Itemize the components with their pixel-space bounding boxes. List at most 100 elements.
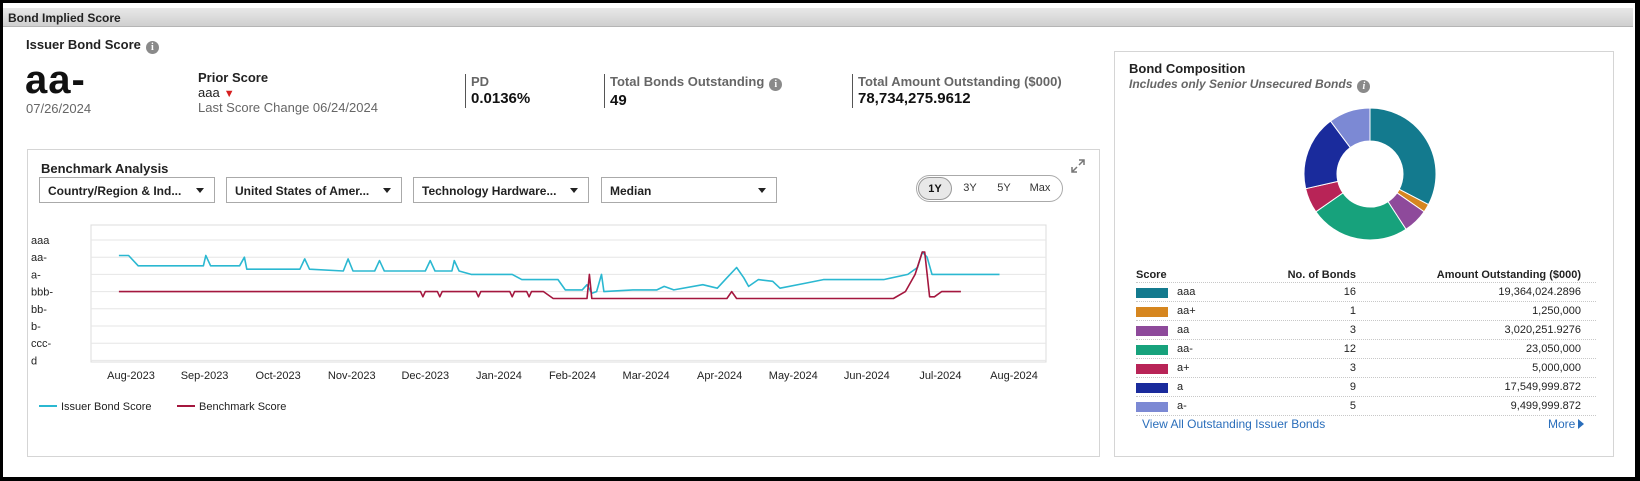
x-tick-label: Aug-2023: [107, 370, 155, 382]
row-score: a-: [1177, 400, 1187, 412]
row-count: 12: [1343, 343, 1356, 355]
row-amount: 17,549,999.872: [1504, 381, 1581, 393]
total-amount-label: Total Amount Outstanding ($000): [858, 74, 1062, 89]
legend-label-benchmark: Benchmark Score: [199, 401, 287, 413]
country-dropdown[interactable]: United States of Amer...: [226, 177, 402, 203]
header-amount: Amount Outstanding ($000): [1436, 269, 1581, 281]
y-tick-label: bbb-: [31, 287, 53, 299]
range-3y-button[interactable]: 3Y: [963, 182, 977, 194]
row-count: 3: [1349, 362, 1356, 374]
prior-score-value: aaa ▼: [198, 85, 235, 100]
down-arrow-icon: ▼: [223, 88, 235, 100]
total-bonds-value: 49: [610, 92, 627, 109]
statistic-value: Median: [610, 184, 652, 198]
chevron-down-icon: [196, 188, 204, 193]
issuer-score-line: [118, 251, 1000, 295]
y-tick-label: aaa: [31, 235, 50, 247]
x-tick-label: Aug-2024: [990, 370, 1038, 382]
table-row: a- 5 9,499,999.872: [1136, 397, 1596, 416]
x-tick-label: Mar-2024: [623, 370, 670, 382]
more-link[interactable]: More: [1548, 417, 1585, 431]
prior-score-label: Prior Score: [198, 70, 269, 85]
pd-value: 0.0136%: [471, 90, 531, 107]
arrow-right-icon: [1578, 419, 1585, 429]
y-tick-label: b-: [31, 321, 41, 333]
chevron-down-icon: [383, 188, 391, 193]
table-row: aaa 16 19,364,024.2896: [1136, 283, 1596, 302]
industry-value: Technology Hardware...: [422, 184, 557, 198]
row-amount: 9,499,999.872: [1510, 400, 1581, 412]
statistic-dropdown[interactable]: Median: [601, 177, 777, 203]
chevron-down-icon: [758, 188, 766, 193]
total-bonds-metric: Total Bonds Outstanding i 49: [604, 74, 783, 109]
row-amount: 3,020,251.9276: [1504, 324, 1581, 336]
info-icon[interactable]: i: [145, 41, 159, 54]
range-5y-button[interactable]: 5Y: [997, 182, 1011, 194]
y-tick-label: ccc-: [31, 338, 52, 350]
x-tick-label: Jun-2024: [844, 370, 890, 382]
benchmark-title: Benchmark Analysis: [41, 161, 169, 176]
expand-icon[interactable]: [1070, 158, 1086, 174]
score-color-swatch: [1136, 288, 1168, 298]
title-bar: Bond Implied Score: [3, 8, 1633, 27]
issuer-bond-score-title: Issuer Bond Score i: [26, 37, 159, 54]
composition-donut-chart: [1303, 107, 1437, 241]
x-tick-label: Oct-2023: [256, 370, 301, 382]
x-tick-label: Feb-2024: [549, 370, 596, 382]
row-amount: 19,364,024.2896: [1498, 286, 1581, 298]
row-score: aa+: [1177, 305, 1196, 317]
table-row: aa- 12 23,050,000: [1136, 340, 1596, 359]
legend-benchmark: Benchmark Score: [177, 401, 286, 413]
benchmark-score-line: [118, 251, 961, 300]
range-1y-button[interactable]: 1Y: [918, 177, 952, 200]
chevron-down-icon: [570, 188, 578, 193]
info-icon[interactable]: i: [1357, 80, 1371, 93]
country-value: United States of Amer...: [235, 184, 370, 198]
x-tick-label: Apr-2024: [697, 370, 742, 382]
total-amount-metric: Total Amount Outstanding ($000) 78,734,2…: [852, 74, 1062, 108]
composition-table-header: Score No. of Bonds Amount Outstanding ($…: [1136, 266, 1596, 283]
info-icon[interactable]: i: [769, 78, 783, 91]
time-range-selector: 1Y 3Y 5Y Max: [916, 175, 1063, 202]
row-count: 5: [1349, 400, 1356, 412]
region-industry-dropdown[interactable]: Country/Region & Ind...: [39, 177, 215, 203]
row-amount: 5,000,000: [1532, 362, 1581, 374]
row-count: 9: [1349, 381, 1356, 393]
range-max-button[interactable]: Max: [1029, 182, 1051, 194]
score-color-swatch: [1136, 307, 1168, 317]
row-amount: 1,250,000: [1532, 305, 1581, 317]
row-count: 3: [1349, 324, 1356, 336]
score-color-swatch: [1136, 383, 1168, 393]
y-tick-label: d: [31, 355, 37, 367]
score-color-swatch: [1136, 364, 1168, 374]
view-all-bonds-link[interactable]: View All Outstanding Issuer Bonds: [1142, 417, 1326, 431]
score-color-swatch: [1136, 326, 1168, 336]
score-color-swatch: [1136, 345, 1168, 355]
current-score: aa-: [25, 58, 86, 102]
donut-slice: [1369, 107, 1437, 206]
region-industry-value: Country/Region & Ind...: [48, 184, 182, 198]
industry-dropdown[interactable]: Technology Hardware...: [413, 177, 589, 203]
legend-label-issuer: Issuer Bond Score: [61, 401, 152, 413]
donut-slice: [1315, 192, 1407, 241]
x-tick-label: Dec-2023: [401, 370, 449, 382]
composition-table: Score No. of Bonds Amount Outstanding ($…: [1136, 266, 1596, 416]
benchmark-line-chart: aaa aa-a-bbb-bb-b-ccc-d Aug-2023 Sep-2023 Oc…: [31, 224, 1047, 382]
composition-title: Bond Composition: [1129, 61, 1246, 76]
row-score: aa-: [1177, 343, 1193, 355]
table-row: a+ 3 5,000,000: [1136, 359, 1596, 378]
row-score: a+: [1177, 362, 1190, 374]
row-score: aaa: [1177, 286, 1196, 298]
more-link-text: More: [1548, 417, 1576, 431]
header-score: Score: [1136, 269, 1167, 281]
legend-issuer: Issuer Bond Score: [39, 401, 152, 413]
score-color-swatch: [1136, 402, 1168, 412]
window-title: Bond Implied Score: [8, 11, 121, 25]
legend-swatch-issuer: [39, 405, 57, 407]
x-tick-label: May-2024: [769, 370, 818, 382]
header-count: No. of Bonds: [1287, 269, 1356, 281]
composition-subtitle-text: Includes only Senior Unsecured Bonds: [1129, 77, 1353, 91]
total-bonds-label: Total Bonds Outstanding i: [610, 74, 783, 91]
donut-slice: [1329, 107, 1371, 149]
x-tick-label: Jul-2024: [919, 370, 961, 382]
